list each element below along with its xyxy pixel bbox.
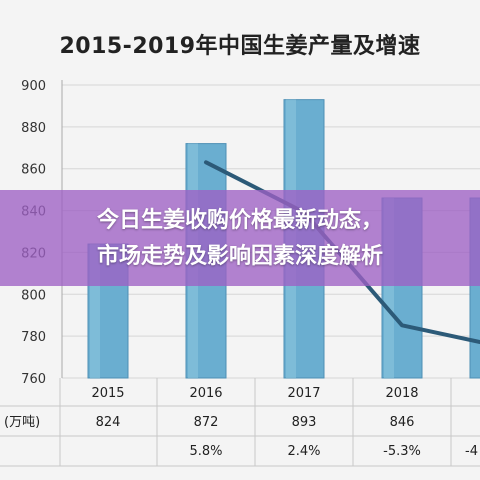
y-tick-label: 900: [21, 79, 46, 94]
y-tick-label: 860: [21, 163, 46, 178]
table-value-label: 824: [96, 415, 121, 430]
table-value-label: 846: [390, 415, 415, 430]
table-row-label: (万吨): [4, 415, 40, 430]
data-table: 201520162017201820198248728938465.8%2.4%…: [0, 378, 480, 467]
table-growth-label: -5.3%: [383, 444, 421, 459]
y-tick-label: 760: [21, 372, 46, 387]
y-tick-label: 880: [21, 121, 46, 136]
table-growth-label: 2.4%: [287, 444, 320, 459]
table-growth-label: 5.8%: [189, 444, 222, 459]
table-value-label: 893: [292, 415, 317, 430]
x-tick-label: 2015: [91, 386, 124, 401]
y-tick-label: 780: [21, 330, 46, 345]
x-tick-label: 2016: [189, 386, 222, 401]
bar-highlight: [90, 244, 100, 378]
headline-line-2: 市场走势及影响因素深度解析: [96, 244, 383, 269]
y-tick-label: 800: [21, 288, 46, 303]
bar-highlight: [384, 198, 394, 378]
headline-banner: 今日生姜收购价格最新动态， 市场走势及影响因素深度解析: [0, 190, 480, 286]
chart-title: 2015-2019年中国生姜产量及增速: [59, 34, 421, 59]
table-value-label: 872: [194, 415, 219, 430]
table-growth-label: -4: [465, 444, 478, 459]
x-tick-label: 2018: [385, 386, 418, 401]
headline-line-1: 今日生姜收购价格最新动态，: [96, 208, 383, 233]
x-tick-label: 2017: [287, 386, 320, 401]
